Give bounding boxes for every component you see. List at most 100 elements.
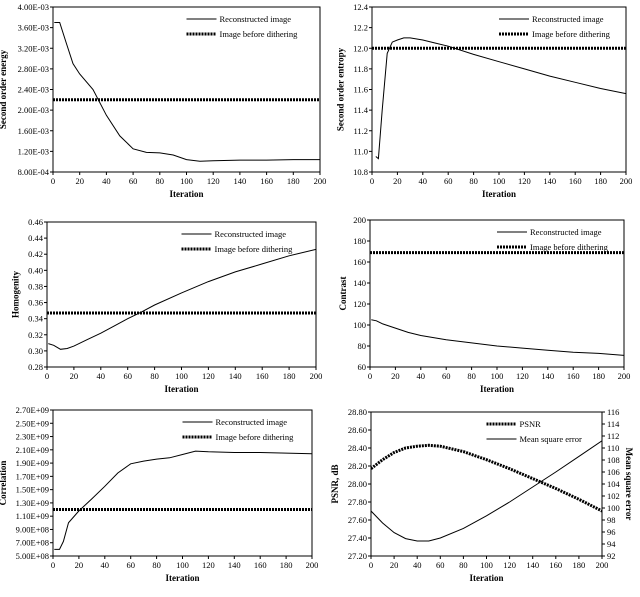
y-tick-label: 0.42	[28, 249, 43, 259]
y-tick-label: 11.0	[353, 146, 368, 156]
x-tick-label: 20	[70, 371, 79, 381]
y-tick-label: 7.00E+08	[16, 538, 49, 548]
y-tick-label: 11.8	[353, 64, 368, 74]
y2-axis-title: Mean square error	[624, 448, 634, 521]
y-tick-label: 0.28	[28, 362, 43, 372]
legend-entry: Mean square error	[520, 434, 582, 444]
y-tick-label: 11.2	[353, 126, 368, 136]
y-tick-label: 1.70E+09	[16, 471, 49, 481]
y-tick-label: 27.40	[348, 533, 367, 543]
y-tick-label: 200	[353, 215, 366, 225]
x-tick-label: 120	[516, 371, 529, 381]
series-line-2	[371, 440, 602, 542]
y-tick-label: 10.8	[353, 167, 368, 177]
chart-panel-6: 0 20 40 60 80 100 120 140 160 180 200 27.20 27.40 27.…	[330, 407, 634, 583]
y-tick-label: 9.00E+08	[16, 524, 49, 534]
legend-entry: Image before dithering	[215, 244, 294, 254]
y-tick-label: 0.46	[28, 217, 43, 227]
y2-tick-label: 92	[607, 551, 616, 561]
y-tick-label: 0.36	[28, 298, 43, 308]
y-tick-label: 28.00	[348, 479, 367, 489]
x-tick-label: 40	[101, 560, 110, 570]
legend-entry: Image before dithering	[532, 29, 611, 39]
y2-tick-label: 108	[607, 455, 620, 465]
y-tick-label: 5.00E+08	[16, 551, 49, 561]
x-tick-label: 180	[573, 560, 586, 570]
y-tick-label: 1.60E-03	[18, 126, 49, 136]
y-tick-label: 0.32	[28, 330, 43, 340]
x-tick-label: 20	[75, 176, 84, 186]
y-tick-label: 100	[353, 320, 366, 330]
y2-tick-label: 106	[607, 467, 620, 477]
x-tick-label: 20	[393, 176, 402, 186]
legend-entry: Image before dithering	[220, 29, 299, 39]
y-tick-label: 12.2	[353, 23, 368, 33]
x-tick-label: 80	[469, 176, 478, 186]
x-axis-title: Iteration	[482, 189, 516, 199]
legend-entry: Reconstructed image	[530, 227, 602, 237]
x-tick-label: 120	[503, 560, 516, 570]
x-axis-title: Iteration	[166, 573, 200, 583]
chart-panel-2: 0 20 40 60 80 100 120 140 160 180 200 10.8 11.0 11.2 1…	[336, 2, 633, 199]
series-line-1	[375, 37, 626, 160]
x-tick-label: 160	[260, 176, 273, 186]
x-tick-label: 100	[180, 176, 193, 186]
x-tick-label: 200	[306, 560, 319, 570]
x-tick-label: 60	[436, 560, 445, 570]
y2-tick-label: 96	[607, 527, 616, 537]
legend-entry: PSNR	[520, 419, 542, 429]
x-tick-label: 20	[391, 371, 400, 381]
x-tick-label: 140	[526, 560, 539, 570]
x-tick-label: 40	[419, 176, 428, 186]
x-tick-label: 80	[467, 371, 476, 381]
x-tick-label: 160	[549, 560, 562, 570]
y-tick-label: 11.6	[353, 85, 368, 95]
y-tick-label: 2.80E-03	[18, 64, 49, 74]
y-tick-label: 1.20E-03	[18, 146, 49, 156]
y-tick-label: 140	[353, 278, 366, 288]
y-tick-label: 28.40	[348, 443, 367, 453]
x-tick-label: 120	[202, 560, 215, 570]
chart-panel-5: 0 20 40 60 80 100 120 140 160 180 200 5.00E+08 7.00E…	[0, 405, 318, 583]
x-tick-label: 80	[156, 176, 165, 186]
y-tick-label: 2.10E+09	[16, 445, 49, 455]
y-tick-label: 0.30	[28, 346, 43, 356]
y-tick-label: 2.00E-03	[18, 105, 49, 115]
legend-entry: Reconstructed image	[216, 417, 288, 427]
x-tick-label: 200	[618, 371, 631, 381]
y-tick-label: 28.60	[348, 425, 367, 435]
y-tick-label: 0.38	[28, 281, 43, 291]
x-tick-label: 160	[254, 560, 267, 570]
x-tick-label: 60	[129, 176, 138, 186]
y-tick-label: 27.80	[348, 497, 367, 507]
y-tick-label: 3.60E-03	[18, 23, 49, 33]
chart-panel-3: 0 20 40 60 80 100 120 140 160 180 200 0.28 0.30 0.32 0…	[11, 217, 323, 394]
x-tick-label: 60	[444, 176, 453, 186]
x-tick-label: 0	[370, 176, 374, 186]
y2-tick-label: 110	[607, 443, 619, 453]
y-tick-label: 28.80	[348, 407, 367, 417]
x-tick-label: 140	[234, 176, 247, 186]
y-tick-label: 1.50E+09	[16, 485, 49, 495]
y-tick-label: 180	[353, 236, 366, 246]
x-tick-label: 180	[594, 176, 607, 186]
y-tick-label: 11.4	[353, 105, 368, 115]
x-tick-label: 100	[491, 371, 504, 381]
y-tick-label: 27.60	[348, 515, 367, 525]
x-tick-label: 40	[417, 371, 426, 381]
y-tick-label: 27.20	[348, 551, 367, 561]
y-tick-label: 60	[358, 362, 367, 372]
series-line-1	[371, 319, 624, 356]
y-tick-label: 160	[353, 257, 366, 267]
x-tick-label: 200	[310, 371, 323, 381]
x-tick-label: 140	[228, 560, 241, 570]
y-axis-title: Homogenity	[11, 271, 21, 318]
x-tick-label: 140	[541, 371, 554, 381]
x-tick-label: 140	[229, 371, 242, 381]
y2-tick-label: 100	[607, 503, 620, 513]
x-tick-label: 60	[126, 560, 135, 570]
x-axis-title: Iteration	[165, 384, 199, 394]
y2-tick-label: 98	[607, 515, 616, 525]
x-tick-label: 100	[493, 176, 506, 186]
